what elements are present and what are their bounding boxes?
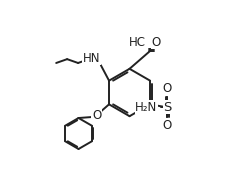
Text: O: O: [163, 82, 172, 95]
Text: H₂N: H₂N: [135, 101, 157, 114]
Text: O: O: [92, 109, 101, 122]
Text: O: O: [163, 119, 172, 132]
Text: HC: HC: [129, 36, 146, 49]
Text: O: O: [152, 36, 161, 49]
Text: HN: HN: [83, 52, 100, 65]
Text: S: S: [163, 101, 172, 114]
